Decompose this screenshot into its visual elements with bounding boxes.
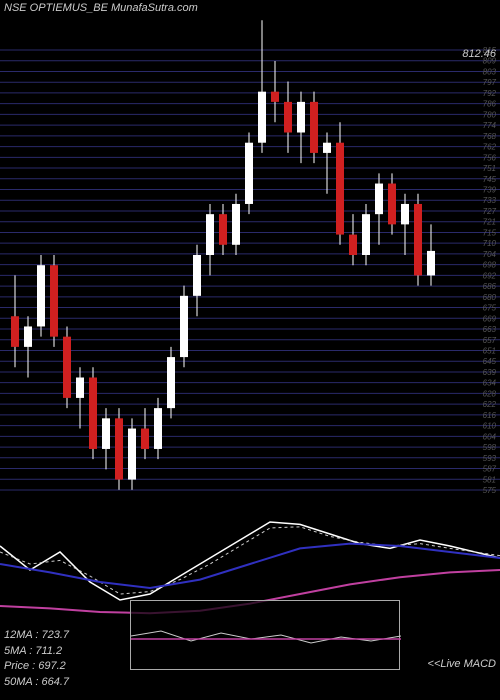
svg-text:704: 704 xyxy=(483,250,497,259)
svg-text:587: 587 xyxy=(483,465,497,474)
ma12-label: 12MA : 723.7 xyxy=(4,628,69,643)
svg-text:657: 657 xyxy=(483,336,497,345)
chart-header: NSE OPTIEMUS_BE MunafaSutra.com xyxy=(4,2,198,14)
svg-text:628: 628 xyxy=(483,389,497,398)
svg-text:780: 780 xyxy=(483,110,497,119)
macd-inset xyxy=(130,600,400,670)
svg-text:797: 797 xyxy=(483,78,497,87)
svg-text:762: 762 xyxy=(483,143,497,152)
svg-text:756: 756 xyxy=(483,153,497,162)
ma5-label: 5MA : 711.2 xyxy=(4,644,69,659)
svg-text:733: 733 xyxy=(483,196,497,205)
svg-text:686: 686 xyxy=(483,282,497,291)
svg-text:692: 692 xyxy=(483,271,497,280)
source-label: MunafaSutra.com xyxy=(111,2,198,14)
svg-text:622: 622 xyxy=(483,400,497,409)
svg-text:663: 663 xyxy=(483,325,497,334)
svg-text:645: 645 xyxy=(483,357,497,366)
svg-text:768: 768 xyxy=(483,132,497,141)
svg-text:786: 786 xyxy=(483,100,497,109)
svg-text:792: 792 xyxy=(483,89,497,98)
svg-text:745: 745 xyxy=(483,175,497,184)
svg-text:669: 669 xyxy=(483,314,497,323)
macd-label: <<Live MACD xyxy=(428,658,496,670)
svg-text:651: 651 xyxy=(483,346,496,355)
svg-text:727: 727 xyxy=(483,207,497,216)
svg-text:698: 698 xyxy=(483,261,497,270)
svg-text:675: 675 xyxy=(483,304,497,313)
svg-text:721: 721 xyxy=(483,218,496,227)
svg-text:598: 598 xyxy=(483,443,497,452)
macd-svg xyxy=(131,601,401,671)
svg-text:616: 616 xyxy=(483,411,497,420)
ticker-label: NSE OPTIEMUS_BE xyxy=(4,2,108,14)
svg-text:581: 581 xyxy=(483,475,496,484)
top-price-label: 812.46 xyxy=(462,48,496,60)
svg-text:610: 610 xyxy=(483,422,497,431)
ma50-label: 50MA : 664.7 xyxy=(4,675,69,690)
svg-text:639: 639 xyxy=(483,368,497,377)
svg-text:593: 593 xyxy=(483,454,497,463)
info-box: 12MA : 723.7 5MA : 711.2 Price : 697.2 5… xyxy=(4,628,69,690)
svg-text:575: 575 xyxy=(483,486,497,495)
svg-text:604: 604 xyxy=(483,432,497,441)
svg-text:680: 680 xyxy=(483,293,497,302)
svg-text:774: 774 xyxy=(483,121,497,130)
svg-text:739: 739 xyxy=(483,186,497,195)
price-chart: 8158098037977927867807747687627567517457… xyxy=(0,0,500,510)
svg-text:803: 803 xyxy=(483,67,497,76)
svg-text:751: 751 xyxy=(483,164,496,173)
svg-text:715: 715 xyxy=(483,228,497,237)
svg-text:634: 634 xyxy=(483,379,497,388)
svg-text:710: 710 xyxy=(483,239,497,248)
price-label: Price : 697.2 xyxy=(4,659,69,674)
